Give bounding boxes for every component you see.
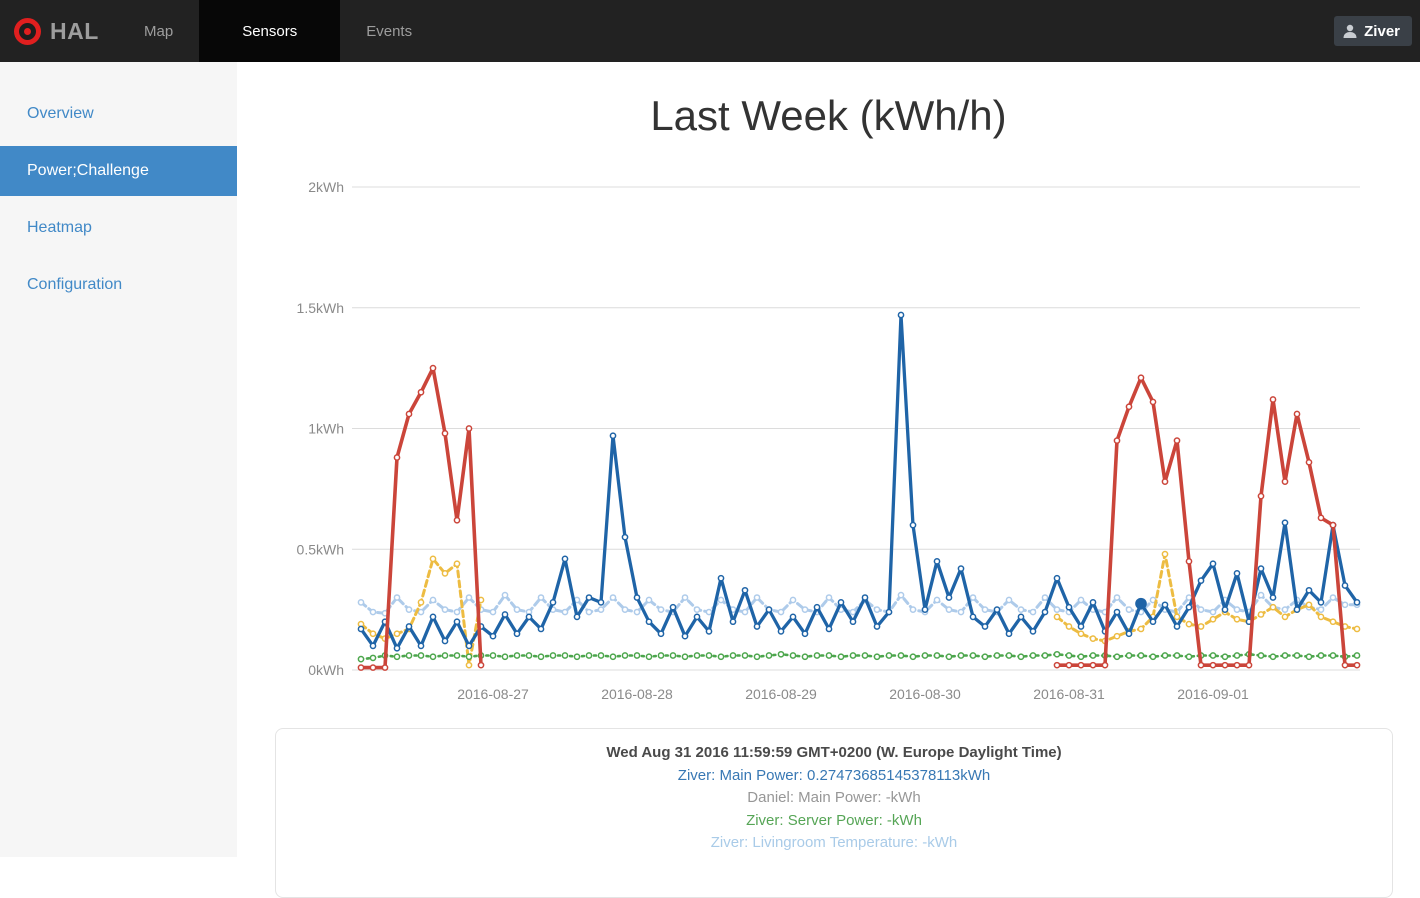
chart-title: Last Week (kWh/h) [650,92,1007,139]
user-icon [1343,24,1357,38]
legend-entry-ziver-main-power: Ziver: Main Power: 0.27473685145378113kW… [677,766,991,784]
power-chart[interactable] [297,172,1420,732]
sidebar-item-overview[interactable]: Overview [27,105,94,122]
user-name: Ziver [1364,22,1400,40]
legend-entry-ziver-server-power: Ziver: Server Power: -kWh [746,811,922,829]
sidebar: Overview Power;Challenge Heatmap Configu… [0,62,237,857]
main-content: Last Week (kWh/h) 0kWh 0.5kWh 1kWh 1.5kWh 2k… [237,62,1420,898]
legend-timestamp: Wed Aug 31 2016 11:59:59 GMT+0200 (W. Eu… [606,744,1062,761]
nav-item-events[interactable]: Events [366,22,413,40]
nav-item-sensors[interactable]: Sensors [199,0,341,62]
user-menu-button[interactable]: Ziver [1334,16,1412,46]
sidebar-item-configuration[interactable]: Configuration [27,276,123,293]
top-navbar: HAL Map Sensors Events Ziver [0,0,1420,62]
brand-label: HAL [50,17,99,44]
hal-logo-icon [14,17,41,45]
legend-entry-daniel-main-power: Daniel: Main Power: -kWh [747,789,921,806]
brand[interactable]: HAL [14,0,99,62]
chart-legend-panel: Wed Aug 31 2016 11:59:59 GMT+0200 (W. Eu… [275,728,1393,898]
navbar-menu: Map Sensors Events [118,0,438,62]
legend-entry-ziver-livingroom-temperature: Ziver: Livingroom Temperature: -kWh [710,834,958,851]
nav-item-map[interactable]: Map [144,22,174,40]
sidebar-item-heatmap[interactable]: Heatmap [27,219,92,236]
sidebar-item-power-challenge[interactable]: Power;Challenge [0,146,237,196]
